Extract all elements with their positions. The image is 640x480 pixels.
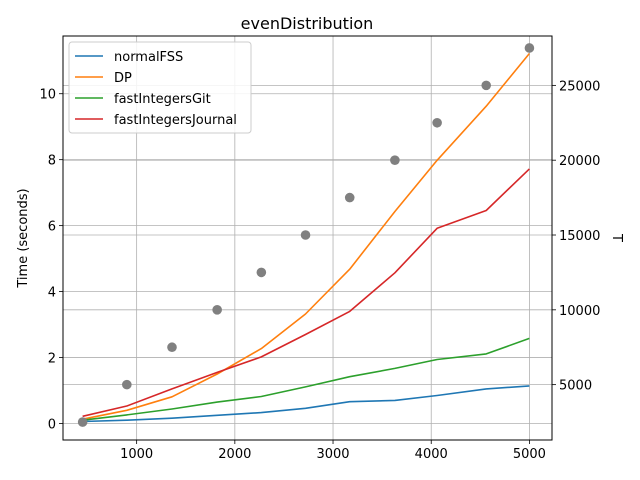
scatter-point bbox=[167, 342, 177, 353]
chart-title: evenDistribution bbox=[241, 14, 374, 33]
x-tick-label: 3000 bbox=[316, 447, 349, 462]
legend: normalFSS DP fastIntegersGit fastIntegersJo… bbox=[68, 41, 252, 134]
scatter-point bbox=[256, 267, 267, 278]
legend-label: fastIntegersGit bbox=[114, 92, 211, 107]
y2-tick-label: 15000 bbox=[559, 229, 600, 244]
scatter-point bbox=[344, 192, 355, 203]
x-tick-label: 4000 bbox=[415, 447, 448, 462]
scatter-point bbox=[212, 305, 222, 315]
scatter-point bbox=[524, 43, 535, 53]
scatter-point bbox=[77, 417, 88, 427]
series-line-fastIntegersJournal bbox=[82, 168, 530, 418]
y2-tick-label: 20000 bbox=[559, 154, 600, 169]
y-tick-label: 4 bbox=[48, 286, 56, 301]
legend-label: DP bbox=[114, 71, 132, 86]
x-tick-label: 5000 bbox=[513, 447, 546, 462]
legend-label: fastIntegersJournal bbox=[114, 113, 237, 128]
y-tick-label: 10 bbox=[39, 88, 56, 103]
y-tick-label: 8 bbox=[48, 154, 56, 169]
scatter-point bbox=[481, 80, 492, 91]
y2-axis-label: T bbox=[609, 233, 624, 242]
y2-tick-label: 10000 bbox=[559, 304, 600, 319]
series-line-fastIntegersGit bbox=[82, 337, 530, 421]
x-tick-label: 2000 bbox=[218, 447, 251, 462]
y2-tick-label: 25000 bbox=[559, 79, 600, 94]
legend-box bbox=[68, 41, 252, 134]
y-tick-label: 6 bbox=[48, 220, 56, 235]
legend-label: normalFSS bbox=[114, 50, 183, 65]
scatter-point bbox=[390, 155, 400, 165]
x-tick-label: 1000 bbox=[120, 447, 153, 462]
series-line-DP bbox=[82, 52, 531, 420]
plot-marks bbox=[77, 43, 535, 427]
y2-tick-label: 5000 bbox=[559, 379, 592, 394]
series-line-normalFSS bbox=[82, 385, 530, 423]
y-axis-label: Time (seconds) bbox=[16, 188, 31, 288]
y-tick-label: 0 bbox=[48, 418, 56, 433]
scatter-point bbox=[300, 230, 311, 240]
scatter-point bbox=[432, 117, 442, 128]
plot-frame bbox=[62, 35, 553, 441]
y-tick-label: 2 bbox=[48, 352, 56, 367]
axis-ticks: 1000 2000 3000 4000 5000 0 2 4 6 8 10 5000 10000 1500… bbox=[39, 79, 600, 462]
scatter-point bbox=[122, 379, 132, 390]
